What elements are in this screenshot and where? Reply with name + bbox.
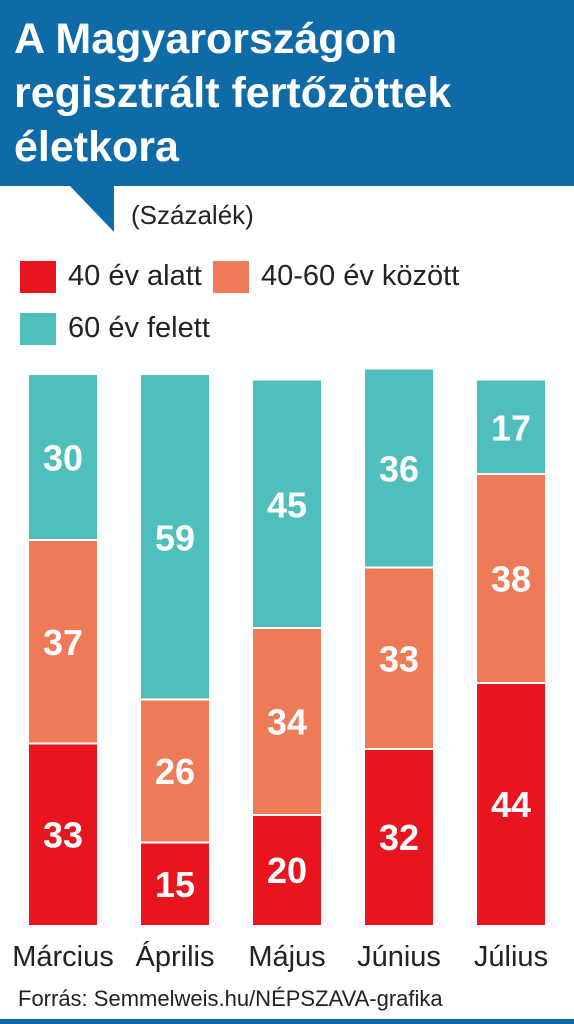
legend-item-under-40: 40 év alatt — [20, 260, 202, 293]
data-label-40-60-Március: 37 — [43, 622, 83, 663]
data-label-under-40-Május: 20 — [267, 850, 307, 891]
data-label-40-60-Július: 38 — [491, 559, 531, 600]
source-note: Forrás: Semmelweis.hu/NÉPSZAVA-grafika — [18, 986, 443, 1011]
bar-segment-40-60-Április — [141, 699, 209, 843]
legend-label-40-60: 40-60 év között — [261, 260, 460, 292]
bar-segment-over-60-Március — [29, 375, 97, 540]
title-banner: A Magyarországon regisztrált fertőzöttek… — [0, 0, 574, 186]
bar-segment-40-60-Május — [253, 628, 321, 815]
bar-segment-40-60-Június — [365, 567, 433, 749]
bottom-rule — [0, 1019, 574, 1024]
bar-segment-over-60-Július — [477, 380, 545, 474]
bar-segment-under-40-Június — [365, 749, 433, 925]
bar-segment-over-60-Június — [365, 369, 433, 568]
bar-segment-under-40-Május — [253, 815, 321, 925]
bar-segment-40-60-Március — [29, 540, 97, 744]
bar-segment-over-60-Május — [253, 380, 321, 628]
bar-segment-under-40-Július — [477, 683, 545, 925]
data-label-under-40-Június: 32 — [379, 817, 419, 858]
legend-label-under-40: 40 év alatt — [68, 260, 202, 292]
bar-segment-under-40-Április — [141, 842, 209, 925]
category-label-Július: Július — [474, 941, 548, 973]
category-label-Április: Április — [136, 940, 215, 973]
bar-segment-40-60-Július — [477, 474, 545, 683]
data-label-over-60-Április: 59 — [155, 517, 195, 558]
data-label-40-60-Május: 34 — [267, 702, 307, 743]
data-label-under-40-Április: 15 — [155, 864, 195, 905]
bar-segment-under-40-Március — [29, 743, 97, 925]
data-label-under-40-Március: 33 — [43, 814, 83, 855]
data-label-over-60-Május: 45 — [267, 484, 307, 525]
data-label-over-60-Június: 36 — [379, 449, 419, 490]
data-label-40-60-Április: 26 — [155, 751, 195, 792]
title-banner-pointer — [70, 186, 114, 232]
legend-label-over-60: 60 év felett — [68, 312, 210, 344]
legend-item-40-60: 40-60 év között — [213, 260, 459, 293]
data-label-under-40-Július: 44 — [491, 784, 531, 825]
data-label-40-60-Június: 33 — [379, 638, 419, 679]
unit-label: (Százalék) — [131, 200, 254, 230]
legend-swatch-over-60 — [20, 312, 56, 345]
category-label-Május: Május — [248, 941, 325, 973]
stacked-bar-chart: 33 37 30 Március 15 26 59 Április 20 34 45 Május 32 3… — [12, 369, 548, 973]
category-label-Június: Június — [357, 941, 441, 973]
legend-swatch-40-60 — [213, 260, 249, 293]
data-label-over-60-Július: 17 — [491, 407, 531, 448]
category-label-Március: Március — [12, 941, 114, 973]
legend-swatch-under-40 — [20, 260, 56, 293]
data-label-over-60-Március: 30 — [43, 438, 83, 479]
chart-title: A Magyarországon regisztrált fertőzöttek… — [14, 15, 452, 171]
legend-item-over-60: 60 év felett — [20, 312, 210, 345]
bar-segment-over-60-Április — [141, 375, 209, 700]
